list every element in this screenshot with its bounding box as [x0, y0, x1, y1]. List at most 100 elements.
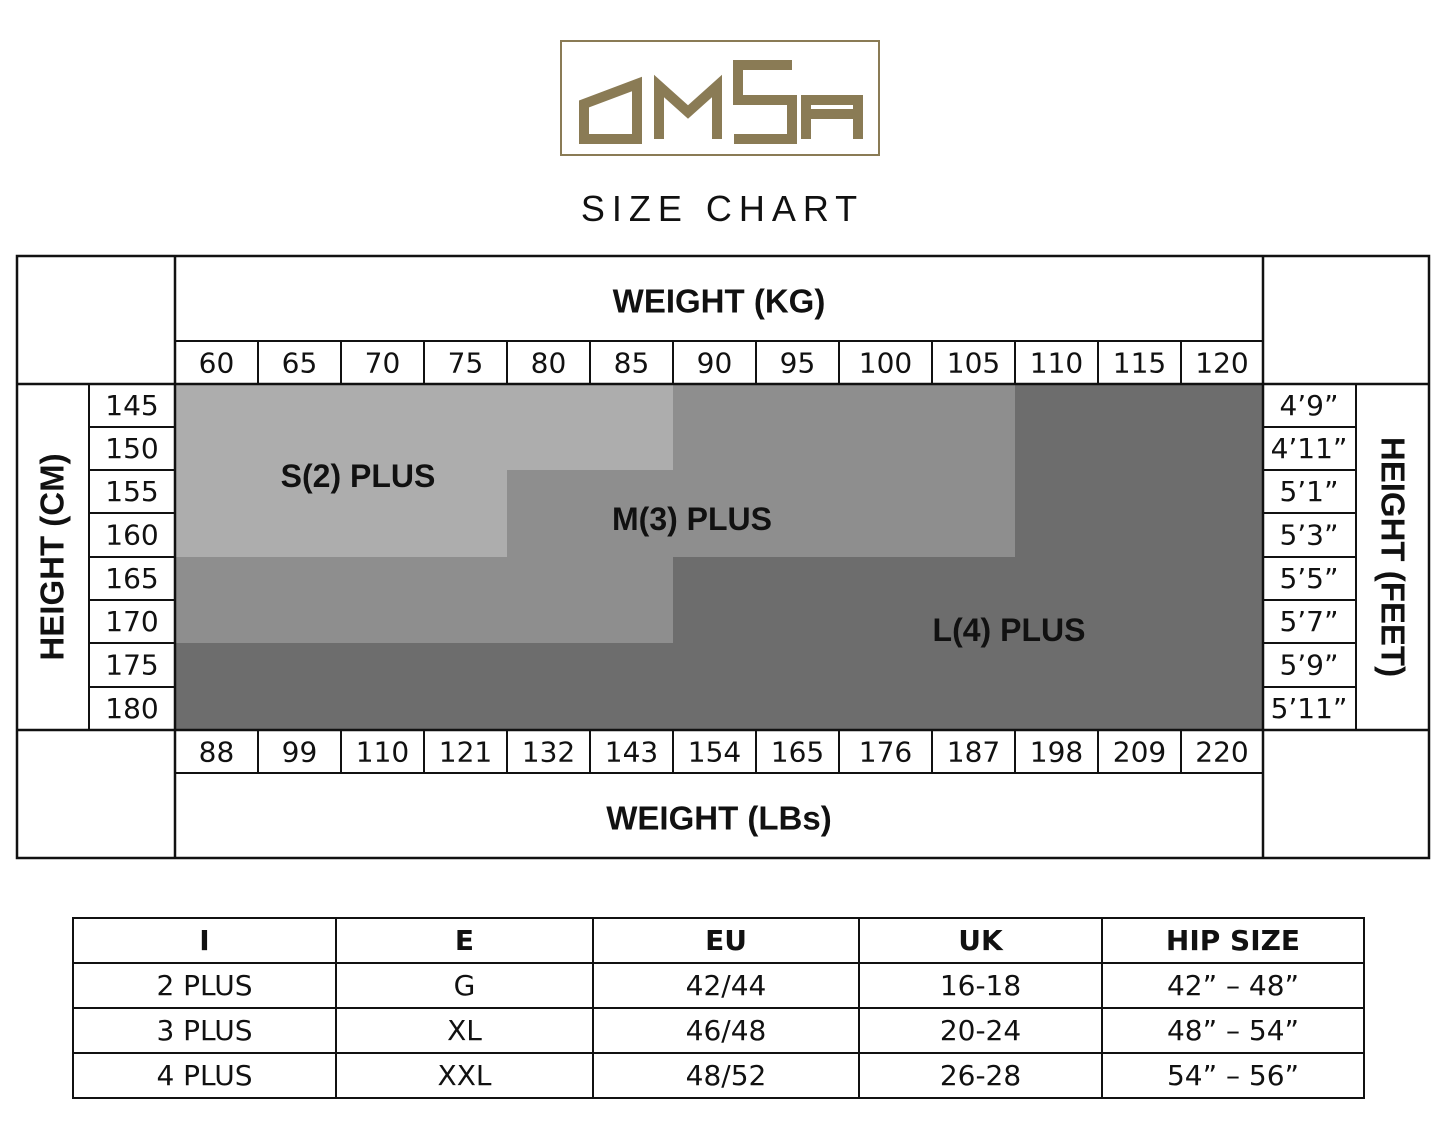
height-cm-tick: 145 [105, 389, 158, 422]
size-zone-cell [341, 427, 425, 471]
height-feet-tick: 5’5” [1279, 562, 1338, 595]
size-zone-cell [590, 643, 674, 688]
size-zone-cell [756, 687, 840, 731]
size-zone-cell [590, 513, 674, 558]
size-zone-cell [258, 427, 342, 471]
size-zone-cell [175, 384, 259, 428]
size-zone-cell [673, 427, 757, 471]
size-zone-cell [258, 513, 342, 558]
size-zone-cell [1015, 643, 1099, 688]
size-zone-cell [932, 470, 1016, 514]
size-zone-cell [839, 384, 933, 428]
omsa-logo-mark [579, 60, 863, 144]
size-zone-label: S(2) PLUS [281, 458, 436, 494]
table-cell: 26-28 [858, 1052, 1103, 1099]
height-feet-tick: 5’1” [1279, 475, 1338, 508]
size-zone-cell [424, 687, 508, 731]
weight-lbs-tick: 88 [199, 736, 235, 769]
height-cm-tick: 165 [105, 562, 158, 595]
size-zone-cell [258, 643, 342, 688]
size-zone-cell [1181, 643, 1264, 688]
size-zone-cell [507, 513, 591, 558]
size-zone-cell [1098, 600, 1182, 644]
weight-lbs-tick: 143 [605, 736, 658, 769]
weight-lbs-tick: 154 [688, 736, 741, 769]
size-zone-cell [424, 384, 508, 428]
size-zone-cell [673, 513, 757, 558]
size-zone-cell [590, 470, 674, 514]
size-zone-cell [1015, 513, 1099, 558]
table-cell: 2 PLUS [72, 962, 337, 1009]
size-zone-cell [932, 427, 1016, 471]
size-zone-cell [932, 557, 1016, 601]
size-zone-cell [1098, 557, 1182, 601]
table-cell: 4 PLUS [72, 1052, 337, 1099]
size-zone-cell [932, 384, 1016, 428]
size-zone-cell [673, 687, 757, 731]
weight-kg-tick: 85 [614, 347, 650, 380]
size-conversion-table: I E EU UK HIP SIZE 2 PLUS G 42/44 16-18 … [72, 917, 1365, 1099]
height-cm-tick: 180 [105, 692, 158, 725]
header-cell: EU [592, 917, 860, 964]
height-cm-title: HEIGHT (CM) [34, 453, 71, 660]
size-zone-cell [424, 557, 508, 601]
height-cm-tick: 175 [105, 649, 158, 682]
size-zone-cell [1015, 384, 1099, 428]
size-zone-cell [341, 470, 425, 514]
weight-lbs-tick: 209 [1113, 736, 1166, 769]
weight-kg-tick: 80 [531, 347, 567, 380]
size-zone-label: L(4) PLUS [933, 612, 1086, 648]
size-zone-cell [756, 643, 840, 688]
size-zone-cell [673, 470, 757, 514]
height-feet-tick: 4’9” [1279, 389, 1338, 422]
size-zone-cell [175, 600, 259, 644]
size-zone-cell [341, 687, 425, 731]
table-row: 4 PLUS XXL 48/52 26-28 54” – 56” [72, 1052, 1365, 1099]
size-zone-cell [590, 427, 674, 471]
size-zone-cell [1098, 427, 1182, 471]
table-cell: 54” – 56” [1101, 1052, 1365, 1099]
table-cell: XXL [335, 1052, 594, 1099]
header-cell: I [72, 917, 337, 964]
size-zone-cell [341, 384, 425, 428]
table-cell: 20-24 [858, 1007, 1103, 1054]
chart-outer-border [15, 254, 1431, 860]
size-zone-cell [673, 557, 757, 601]
header-cell: E [335, 917, 594, 964]
height-feet-tick: 5’3” [1279, 519, 1338, 552]
table-row: 3 PLUS XL 46/48 20-24 48” – 54” [72, 1007, 1365, 1054]
size-zone-cell [1098, 470, 1182, 514]
size-zone-cell [1181, 470, 1264, 514]
size-zone-cell [1181, 427, 1264, 471]
height-cm-tick: 160 [105, 519, 158, 552]
table-cell: 46/48 [592, 1007, 860, 1054]
weight-lbs-tick: 121 [439, 736, 492, 769]
height-feet-tick: 5’7” [1279, 605, 1338, 638]
size-zone-cell [1181, 384, 1264, 428]
size-zone-cell [1015, 470, 1099, 514]
weight-kg-tick: 100 [859, 347, 912, 380]
size-zone-cell [756, 470, 840, 514]
weight-lbs-tick: 187 [947, 736, 1000, 769]
size-zone-cell [507, 384, 591, 428]
size-zone-cell [175, 470, 259, 514]
weight-kg-title: WEIGHT (KG) [613, 283, 826, 320]
size-zone-cell [341, 557, 425, 601]
size-zone-cell [839, 687, 933, 731]
size-zone-cell [258, 687, 342, 731]
size-zone-cell [424, 643, 508, 688]
weight-kg-tick: 120 [1195, 347, 1248, 380]
height-feet-tick: 4’11” [1271, 432, 1348, 465]
page-subtitle: SIZE CHART [580, 188, 865, 229]
weight-kg-tick: 60 [199, 347, 235, 380]
size-zone-cell [590, 557, 674, 601]
weight-kg-tick: 105 [947, 347, 1000, 380]
size-zone-cell [673, 384, 757, 428]
header-cell: HIP SIZE [1101, 917, 1365, 964]
size-zone-cell [175, 513, 259, 558]
weight-lbs-title: WEIGHT (LBs) [606, 800, 831, 837]
weight-kg-tick: 115 [1113, 347, 1166, 380]
size-zone-cell [1098, 513, 1182, 558]
size-zone-cell [1015, 687, 1099, 731]
